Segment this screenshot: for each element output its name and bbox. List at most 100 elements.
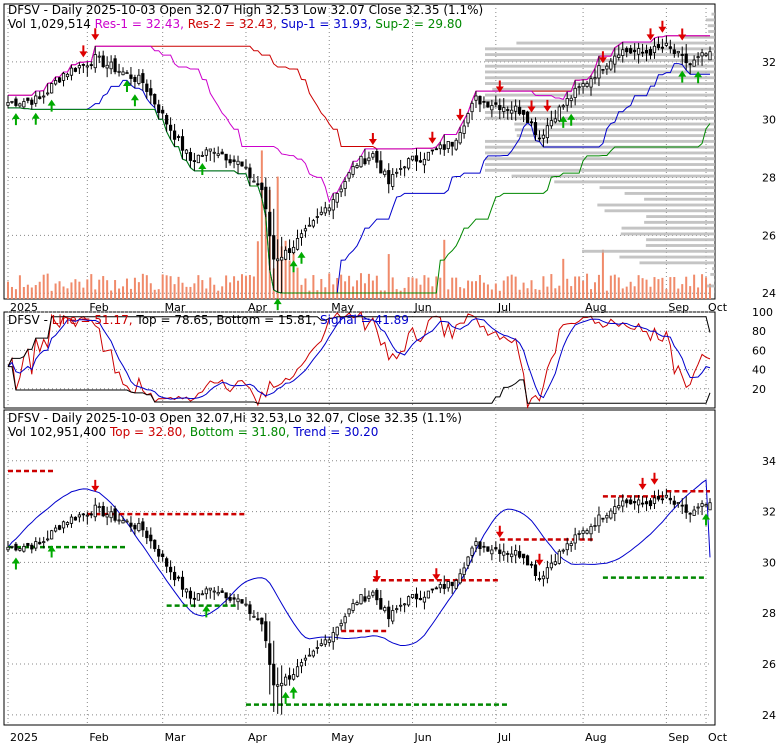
bands-candle-body	[10, 545, 14, 548]
price-candle-body	[648, 49, 653, 56]
price-candle-body	[284, 249, 288, 260]
bands-candle-body	[605, 515, 609, 519]
bands-candle-body	[141, 521, 145, 531]
buy-arrow	[281, 691, 290, 704]
volume-bar	[340, 274, 343, 299]
price-candle-body	[53, 80, 58, 85]
bands-candle-body	[692, 509, 696, 516]
bands-month-label: May	[331, 731, 354, 744]
bands-candle-body	[268, 643, 272, 665]
price-candle-body	[406, 158, 411, 169]
bands-candle-body	[85, 514, 89, 517]
price-candle-body	[105, 64, 109, 69]
bands-candle-body	[648, 500, 653, 507]
profile-bar	[511, 174, 715, 178]
bands-month-label: Apr	[248, 731, 268, 744]
volume-bar	[74, 279, 77, 299]
res-1-line	[8, 35, 710, 204]
bands-y-tick: 32	[762, 506, 776, 519]
bands-candle-body	[367, 595, 371, 599]
price-y-tick: 30	[762, 114, 776, 127]
bands-candle-body	[410, 594, 415, 599]
volume-bar	[665, 289, 668, 299]
profile-bar	[646, 215, 715, 219]
volume-bar	[312, 275, 315, 299]
price-candle-body	[343, 181, 347, 189]
price-candle-body	[157, 104, 161, 113]
price-candle-body	[89, 64, 93, 66]
bands-candle-body	[434, 587, 438, 590]
price-candle-body	[696, 56, 700, 59]
volume-bar	[304, 278, 307, 299]
volume-bar	[371, 280, 374, 299]
price-candle-body	[414, 155, 419, 162]
bands-candle-body	[688, 512, 692, 515]
price-candle-body	[323, 207, 327, 214]
volume-bar	[558, 285, 561, 299]
volume-bar	[86, 279, 89, 299]
volume-bar	[510, 274, 513, 299]
volume-bar	[633, 286, 636, 299]
price-candle-body	[46, 92, 50, 95]
bands-candle-body	[696, 506, 700, 509]
price-candle-body	[232, 159, 236, 162]
buy-arrow	[198, 162, 207, 175]
volume-bar	[284, 240, 287, 299]
bands-candle-body	[450, 581, 454, 587]
header-segment: Res-2 = 32.43,	[188, 17, 281, 31]
volume-bar	[415, 278, 418, 299]
buy-arrow	[47, 99, 56, 112]
price-candle-body	[637, 48, 641, 55]
volume-bar	[276, 176, 279, 299]
volume-bar	[217, 290, 220, 299]
price-candle-body	[133, 76, 137, 82]
volume-bar	[534, 289, 537, 299]
bands-month-label: Oct	[708, 731, 728, 744]
volume-bar	[613, 274, 616, 299]
volume-bar	[439, 277, 442, 299]
volume-bar	[411, 277, 414, 299]
bands-candle-body	[569, 543, 573, 546]
stochastic-panel	[3, 311, 716, 409]
header-segment: Res-1 = 32.43,	[95, 17, 188, 31]
bands-candle-body	[89, 513, 93, 516]
sell-arrow	[91, 479, 100, 492]
sell-arrow	[495, 525, 504, 538]
bands-candle-body	[537, 578, 542, 580]
bands-month-label: Jun	[414, 731, 432, 744]
bands-y-tick: 30	[762, 556, 776, 569]
profile-bar	[711, 12, 715, 16]
profile-bar	[485, 168, 715, 172]
price-candle-body	[34, 95, 38, 104]
volume-bar	[102, 276, 105, 299]
price-candle-body	[224, 153, 228, 161]
volume-bar	[296, 267, 299, 299]
header-segment: Vol 1,029,514	[8, 17, 95, 31]
bands-month-label: Mar	[165, 731, 186, 744]
sell-arrow	[79, 45, 88, 58]
bands-candle-body	[264, 621, 268, 642]
volume-bar	[114, 280, 117, 299]
bands-candle-body	[494, 547, 498, 550]
bands-candle-body	[69, 516, 74, 524]
volume-bar	[177, 276, 180, 299]
bands-month-label: Jul	[497, 731, 511, 744]
header-segment: Sup-2 = 29.80	[375, 17, 462, 31]
bands-candle-body	[299, 662, 304, 667]
profile-bar	[705, 18, 715, 22]
price-header-line2: Vol 1,029,514 Res-1 = 32.43, Res-2 = 32.…	[8, 17, 462, 31]
bands-candle-body	[204, 588, 208, 595]
price-candle-body	[625, 48, 629, 53]
price-candle-body	[640, 51, 645, 54]
price-candle-body	[311, 220, 315, 227]
tick-labels: 2025 2025 Feb Feb Mar Mar Apr Apr May May Jun Jun Ju…	[10, 56, 776, 744]
price-candle-body	[478, 95, 482, 105]
price-candle-body	[192, 160, 197, 162]
bands-candle-body	[157, 548, 161, 557]
bands-candle-body	[379, 598, 383, 610]
volume-bar	[145, 275, 148, 299]
volume-bar	[661, 277, 664, 299]
price-candle-body	[672, 49, 676, 54]
stochastic-top-line	[7, 316, 711, 367]
volume-bar	[66, 288, 69, 299]
